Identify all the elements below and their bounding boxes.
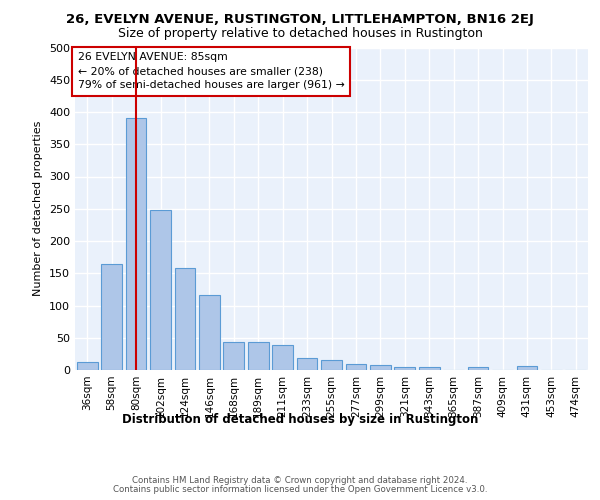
Bar bbox=[125, 118, 146, 370]
Text: 26 EVELYN AVENUE: 85sqm
← 20% of detached houses are smaller (238)
79% of semi-d: 26 EVELYN AVENUE: 85sqm ← 20% of detache… bbox=[77, 52, 344, 90]
Bar bbox=[150, 210, 171, 370]
Bar bbox=[370, 366, 391, 370]
Bar bbox=[199, 294, 220, 370]
Bar bbox=[296, 358, 317, 370]
Bar bbox=[467, 367, 488, 370]
Bar bbox=[175, 268, 196, 370]
Bar bbox=[77, 362, 98, 370]
Bar bbox=[101, 264, 122, 370]
Bar bbox=[419, 367, 440, 370]
Bar bbox=[517, 366, 538, 370]
Text: Contains HM Land Registry data © Crown copyright and database right 2024.: Contains HM Land Registry data © Crown c… bbox=[132, 476, 468, 485]
Bar bbox=[394, 367, 415, 370]
Text: 26, EVELYN AVENUE, RUSTINGTON, LITTLEHAMPTON, BN16 2EJ: 26, EVELYN AVENUE, RUSTINGTON, LITTLEHAM… bbox=[66, 12, 534, 26]
Text: Distribution of detached houses by size in Rustington: Distribution of detached houses by size … bbox=[122, 412, 478, 426]
Bar bbox=[223, 342, 244, 370]
Bar bbox=[321, 360, 342, 370]
Text: Contains public sector information licensed under the Open Government Licence v3: Contains public sector information licen… bbox=[113, 485, 487, 494]
Bar bbox=[346, 364, 367, 370]
Y-axis label: Number of detached properties: Number of detached properties bbox=[34, 121, 43, 296]
Text: Size of property relative to detached houses in Rustington: Size of property relative to detached ho… bbox=[118, 28, 482, 40]
Bar bbox=[248, 342, 269, 370]
Bar bbox=[272, 346, 293, 370]
